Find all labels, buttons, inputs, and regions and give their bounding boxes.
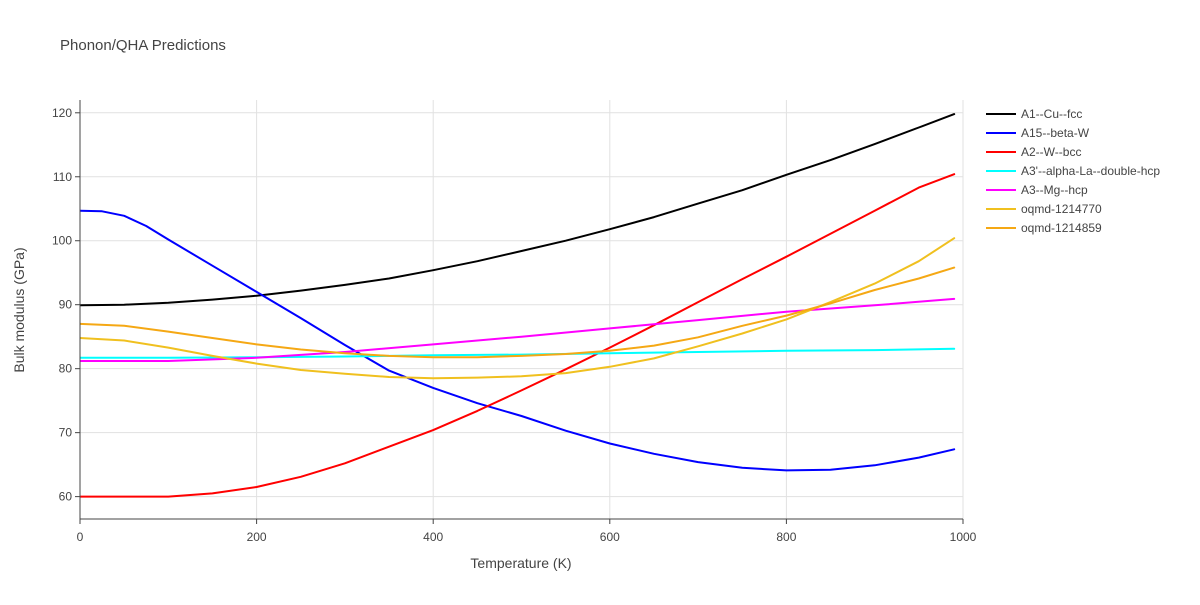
x-axis-title: Temperature (K) — [470, 555, 571, 571]
legend-label: A3--Mg--hcp — [1021, 183, 1088, 197]
legend-label: oqmd-1214859 — [1021, 221, 1102, 235]
legend-item[interactable]: oqmd-1214770 — [986, 202, 1102, 216]
y-tick-label: 120 — [52, 106, 72, 120]
x-tick-label: 400 — [423, 530, 443, 544]
y-tick-label: 90 — [59, 298, 73, 312]
legend-label: A1--Cu--fcc — [1021, 107, 1082, 121]
legend-label: oqmd-1214770 — [1021, 202, 1102, 216]
legend-item[interactable]: A3'--alpha-La--double-hcp — [986, 164, 1160, 178]
y-tick-label: 80 — [59, 362, 73, 376]
legend-item[interactable]: A15--beta-W — [986, 126, 1090, 140]
series-line-7 — [80, 266, 956, 359]
legend-item[interactable]: A2--W--bcc — [986, 145, 1081, 159]
axis-layer: 0 200 400 600 800 1000 60 70 80 90 100 110 120 — [52, 100, 977, 544]
y-axis-title: Bulk modulus (GPa) — [11, 247, 27, 372]
y-tick-label: 110 — [53, 170, 72, 184]
x-tick-label: 800 — [776, 530, 796, 544]
y-tick-label: 100 — [52, 234, 72, 248]
x-tick-label: 600 — [600, 530, 620, 544]
legend-item[interactable]: A3--Mg--hcp — [986, 183, 1088, 197]
legend-label: A3'--alpha-La--double-hcp — [1021, 164, 1160, 178]
legend-label: A2--W--bcc — [1021, 145, 1081, 159]
y-tick-label: 60 — [59, 490, 73, 504]
legend-label: A15--beta-W — [1021, 126, 1090, 140]
legend: A1--Cu--fcc A15--beta-W A2--W--bcc A3'--alp… — [986, 107, 1160, 235]
series-layer — [80, 113, 956, 498]
x-tick-label: 1000 — [950, 530, 977, 544]
x-tick-label: 0 — [77, 530, 84, 544]
legend-item[interactable]: oqmd-1214859 — [986, 221, 1102, 235]
series-line-2 — [80, 209, 956, 472]
chart-title: Phonon/QHA Predictions — [60, 37, 226, 54]
legend-item[interactable]: A1--Cu--fcc — [986, 107, 1082, 121]
series-line-1 — [80, 113, 956, 307]
x-tick-label: 200 — [247, 530, 267, 544]
series-line-5 — [80, 297, 956, 362]
series-line-4 — [80, 347, 956, 359]
y-tick-label: 70 — [59, 426, 73, 440]
series-line-3 — [80, 173, 956, 498]
